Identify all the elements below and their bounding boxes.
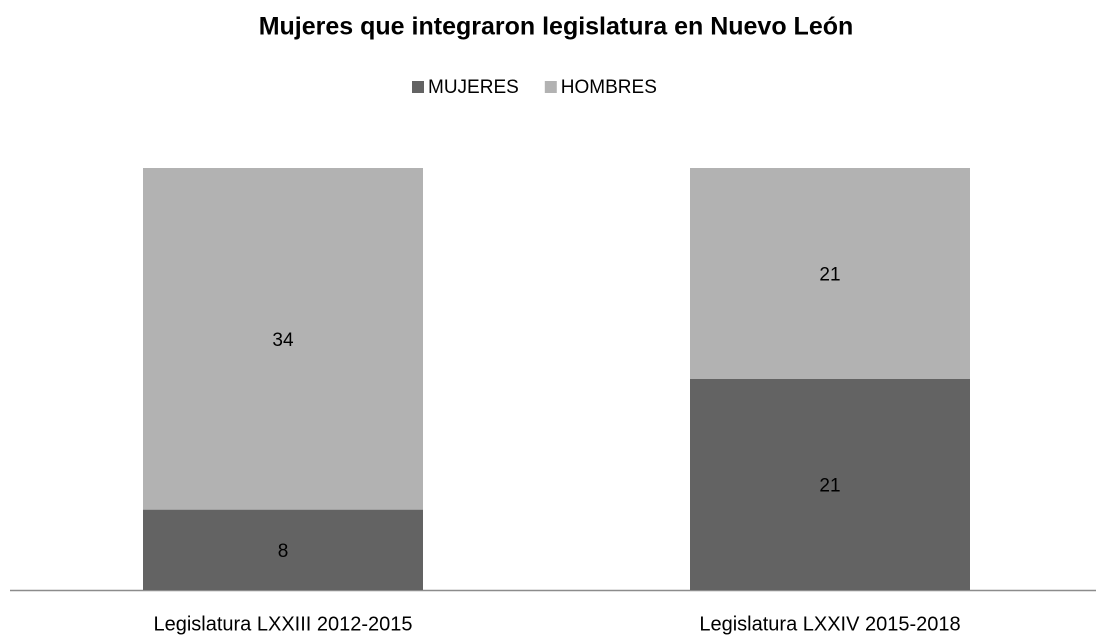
data-label: 8: [278, 541, 289, 562]
bar-segment: [690, 168, 970, 379]
legend-swatch: [412, 81, 424, 93]
chart-title: Mujeres que integraron legislatura en Nu…: [259, 13, 854, 41]
bar-segment: [143, 168, 423, 510]
legend-label: HOMBRES: [561, 77, 657, 98]
bar-segment: [690, 379, 970, 590]
x-tick-label: Legislatura LXXIV 2015-2018: [699, 613, 960, 635]
data-label: 21: [819, 476, 840, 497]
data-label: 34: [272, 330, 294, 351]
data-label: 21: [819, 265, 840, 286]
legend-label: MUJERES: [428, 77, 519, 98]
x-tick-label: Legislatura LXXIII 2012-2015: [153, 613, 412, 635]
legend-swatch: [544, 81, 557, 93]
bar-segment: [143, 509, 423, 590]
